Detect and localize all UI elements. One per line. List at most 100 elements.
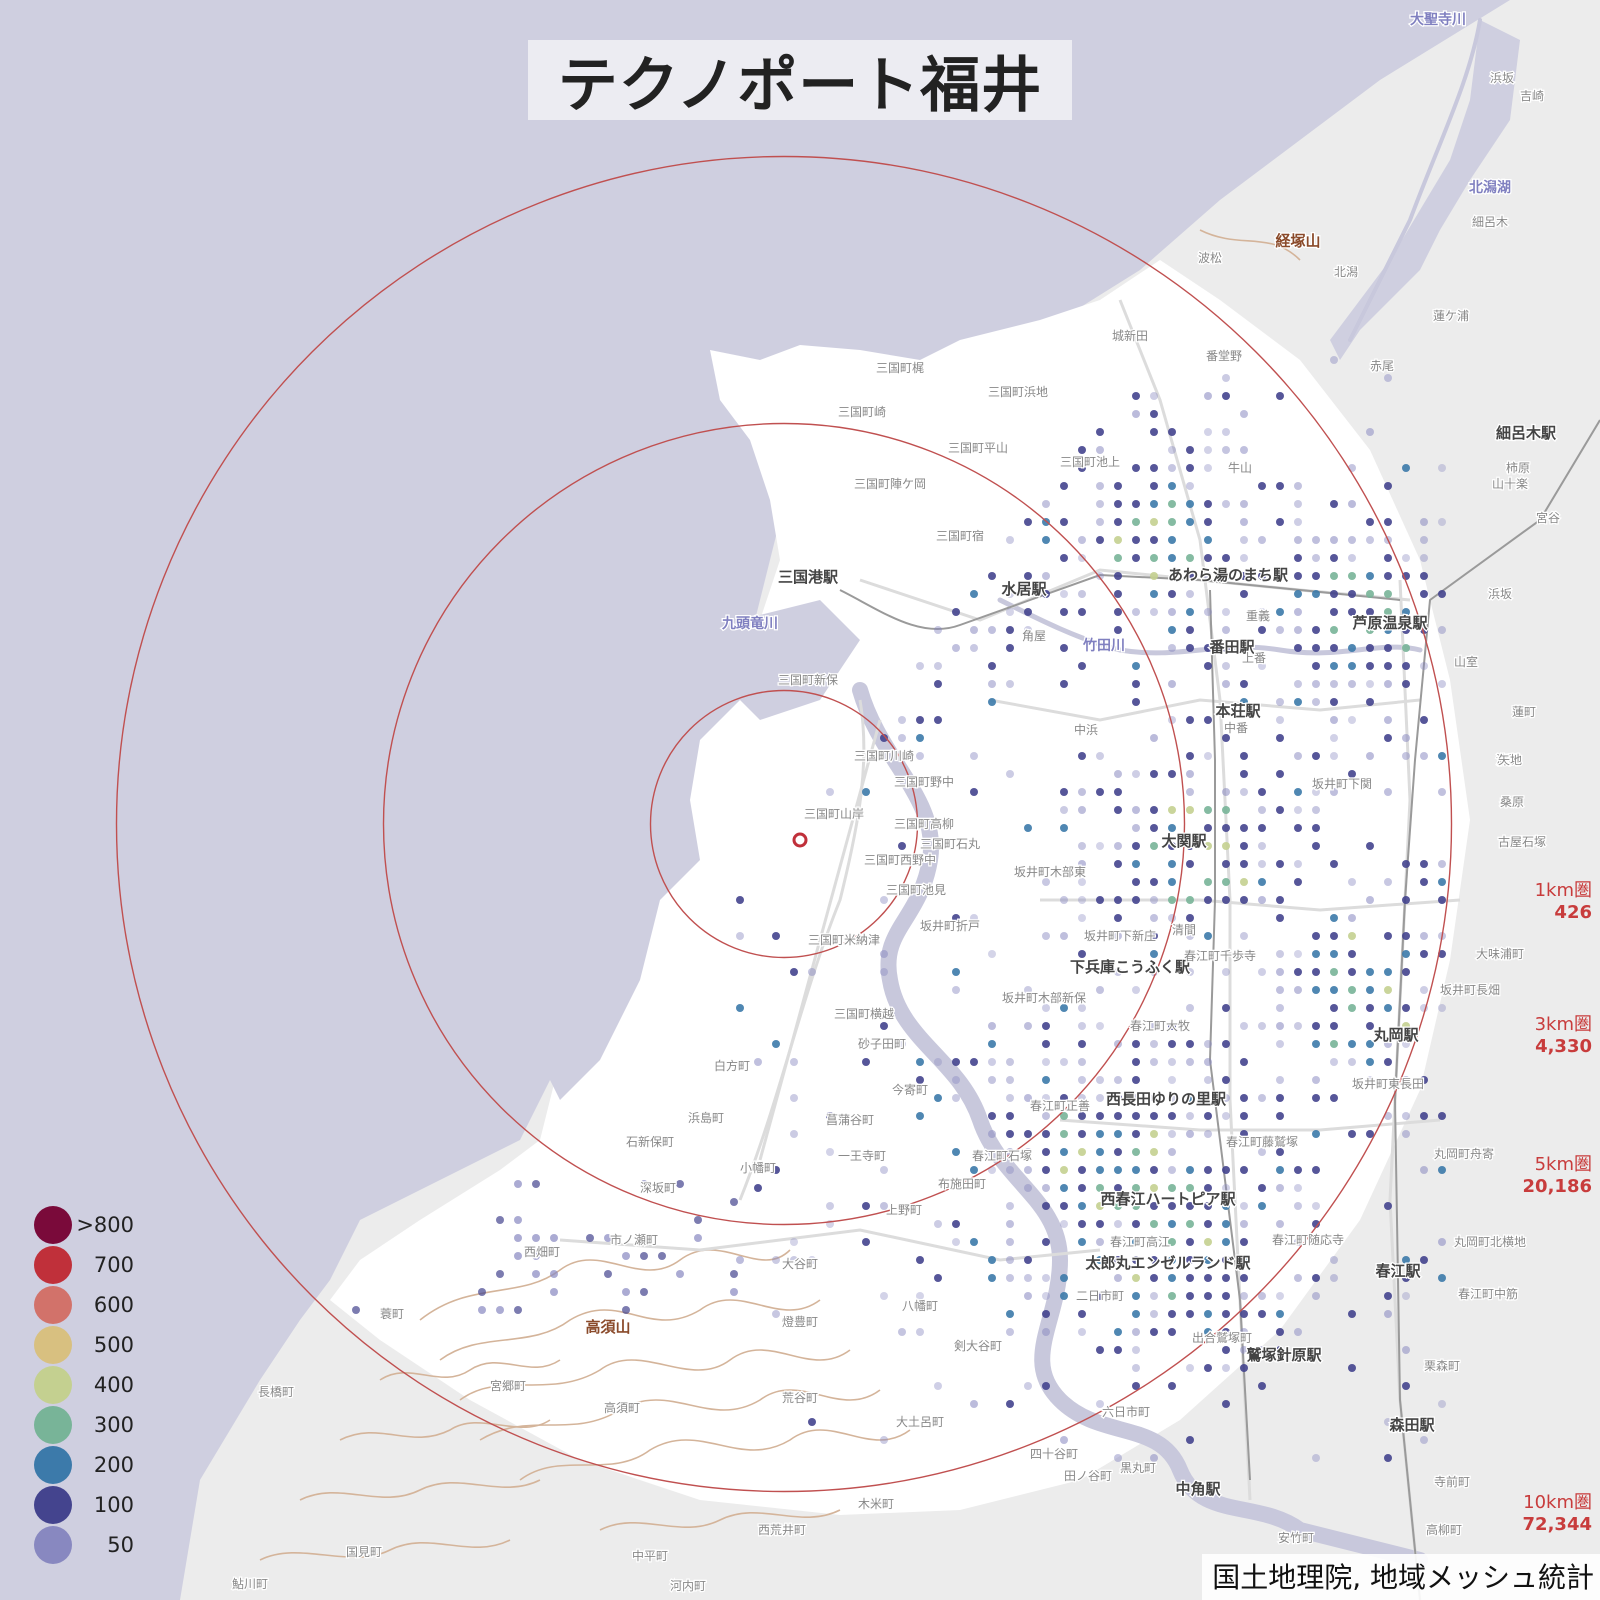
mesh-dot xyxy=(730,1270,738,1278)
area-label: 春江町正善 xyxy=(1030,1098,1090,1113)
mesh-dot xyxy=(1222,626,1230,634)
mesh-dot xyxy=(1312,1130,1320,1138)
mesh-dot xyxy=(1258,878,1266,886)
area-label: 宮谷 xyxy=(1536,510,1560,525)
mesh-dot xyxy=(1366,1022,1374,1030)
mesh-dot xyxy=(1438,788,1446,796)
mesh-dot xyxy=(790,968,798,976)
mesh-dot xyxy=(1402,1346,1410,1354)
mesh-dot xyxy=(1186,752,1194,760)
area-label: 荒谷町 xyxy=(782,1391,818,1405)
legend-label: 300 xyxy=(93,1413,134,1437)
mesh-dot xyxy=(1420,536,1428,544)
mesh-dot xyxy=(514,1180,522,1188)
mesh-dot xyxy=(1132,1238,1140,1246)
mesh-dot xyxy=(1402,896,1410,904)
station-label: 森田駅 xyxy=(1389,1416,1435,1434)
mesh-dot xyxy=(1366,644,1374,652)
mesh-dot xyxy=(1042,1040,1050,1048)
mesh-dot xyxy=(1348,932,1356,940)
mesh-dot xyxy=(478,1306,486,1314)
mesh-dot xyxy=(1078,914,1086,922)
area-label: 剣大谷町 xyxy=(954,1339,1002,1353)
mesh-dot xyxy=(1060,1004,1068,1012)
legend-label: >800 xyxy=(76,1213,134,1237)
mesh-dot xyxy=(1222,878,1230,886)
ring-label-5km: 5km圏 20,186 xyxy=(1523,1154,1592,1198)
mesh-dot xyxy=(754,1184,762,1192)
mesh-dot xyxy=(934,716,942,724)
mesh-dot xyxy=(1042,590,1050,598)
mesh-dot xyxy=(1384,644,1392,652)
mesh-dot xyxy=(1204,1238,1212,1246)
mesh-dot xyxy=(1150,806,1158,814)
mesh-dot xyxy=(826,1148,834,1156)
mesh-dot xyxy=(1186,1292,1194,1300)
mesh-dot xyxy=(1096,1022,1104,1030)
mesh-dot xyxy=(1240,518,1248,526)
mesh-dot xyxy=(1060,806,1068,814)
mesh-dot xyxy=(1078,806,1086,814)
mesh-dot xyxy=(1024,1382,1032,1390)
area-label: 浜坂 xyxy=(1490,71,1514,85)
mesh-dot xyxy=(1132,1040,1140,1048)
area-label: 丸岡町舟寄 xyxy=(1434,1146,1494,1161)
mesh-dot xyxy=(952,1094,960,1102)
mesh-dot xyxy=(1186,518,1194,526)
mesh-dot xyxy=(1330,554,1338,562)
mesh-dot xyxy=(934,662,942,670)
mesh-dot xyxy=(1114,770,1122,778)
mesh-dot xyxy=(1078,788,1086,796)
mesh-dot xyxy=(1042,1130,1050,1138)
mesh-dot xyxy=(880,1292,888,1300)
mesh-dot xyxy=(1186,644,1194,652)
mesh-dot xyxy=(1042,1148,1050,1156)
mesh-dot xyxy=(1276,1310,1284,1318)
mesh-dot xyxy=(1294,500,1302,508)
mesh-dot xyxy=(1294,554,1302,562)
mesh-dot xyxy=(1078,464,1086,472)
mesh-dot xyxy=(1204,824,1212,832)
mesh-dot xyxy=(1078,1040,1086,1048)
mesh-dot xyxy=(1060,1274,1068,1282)
mesh-dot xyxy=(1186,608,1194,616)
mesh-dot xyxy=(1186,1094,1194,1102)
mesh-dot xyxy=(1348,1004,1356,1012)
mesh-dot xyxy=(1150,896,1158,904)
mesh-dot xyxy=(1222,428,1230,436)
station-label: 番田駅 xyxy=(1208,638,1255,656)
area-label: 高柳町 xyxy=(1426,1522,1462,1537)
mesh-dot xyxy=(1168,770,1176,778)
mesh-dot xyxy=(1438,860,1446,868)
area-label: 深坂町 xyxy=(640,1181,676,1195)
area-label: 上野町 xyxy=(886,1203,922,1217)
mesh-dot xyxy=(1114,1148,1122,1156)
station-label: 太郎丸エンゼルランド駅 xyxy=(1085,1254,1251,1272)
mesh-dot xyxy=(1330,590,1338,598)
mesh-dot xyxy=(1438,1274,1446,1282)
mesh-dot xyxy=(1024,824,1032,832)
mesh-dot xyxy=(1132,878,1140,886)
area-label: 波松 xyxy=(1198,251,1222,265)
mesh-dot xyxy=(1186,968,1194,976)
mesh-dot xyxy=(952,644,960,652)
mesh-dot xyxy=(1330,734,1338,742)
mesh-dot xyxy=(1366,1058,1374,1066)
ring-name: 3km圏 xyxy=(1534,1014,1592,1035)
mesh-dot xyxy=(1078,896,1086,904)
mesh-dot xyxy=(1366,572,1374,580)
mesh-dot xyxy=(1132,1166,1140,1174)
kitagata-lake xyxy=(1330,20,1520,360)
mesh-dot xyxy=(532,1270,540,1278)
mesh-dot xyxy=(1114,626,1122,634)
mesh-dot xyxy=(952,968,960,976)
mesh-dot xyxy=(1330,572,1338,580)
center-marker[interactable] xyxy=(792,832,808,848)
mesh-dot xyxy=(1222,1184,1230,1192)
mesh-dot xyxy=(1204,446,1212,454)
mesh-dot xyxy=(1186,770,1194,778)
mesh-dot xyxy=(1258,626,1266,634)
area-label: 高須町 xyxy=(604,1400,640,1415)
